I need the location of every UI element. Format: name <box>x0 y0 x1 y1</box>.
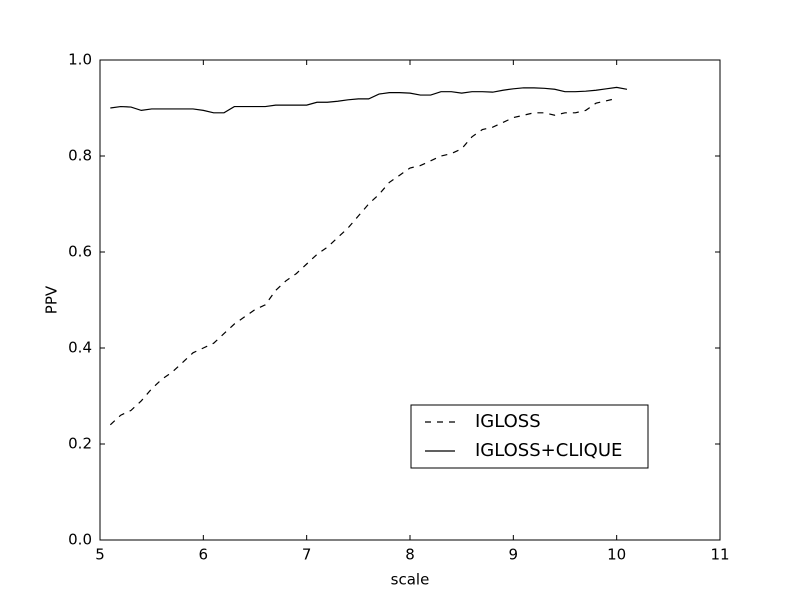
x-tick-label: 5 <box>95 546 105 564</box>
y-tick-label: 0.0 <box>68 531 92 549</box>
y-axis-label: PPV <box>43 285 61 314</box>
x-tick-label: 9 <box>509 546 519 564</box>
y-tick-label: 0.4 <box>68 339 92 357</box>
x-tick-label: 8 <box>405 546 415 564</box>
x-tick-label: 10 <box>607 546 626 564</box>
series-line <box>110 86 628 114</box>
x-tick-label: 11 <box>710 546 729 564</box>
series-line <box>109 97 617 426</box>
y-tick-label: 0.8 <box>68 147 92 165</box>
y-tick-label: 0.2 <box>68 435 92 453</box>
legend-label: IGLOSS+CLIQUE <box>475 440 622 461</box>
y-tick-label: 1.0 <box>68 51 92 69</box>
x-tick-label: 6 <box>199 546 209 564</box>
legend-label: IGLOSS <box>475 411 541 432</box>
y-tick-label: 0.6 <box>68 243 92 261</box>
x-axis-label: scale <box>391 571 430 589</box>
legend-box <box>410 404 649 469</box>
x-tick-label: 7 <box>302 546 312 564</box>
plot-frame <box>99 59 721 541</box>
